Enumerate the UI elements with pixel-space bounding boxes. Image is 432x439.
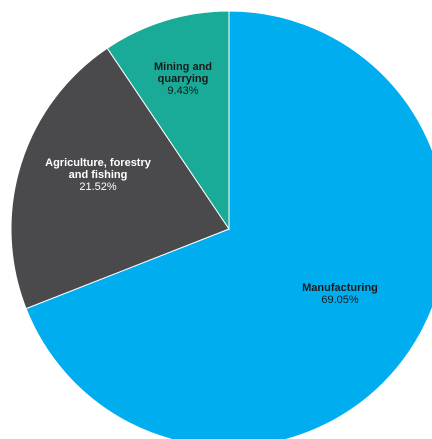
pie-slice-value-2: 9.43%: [167, 85, 198, 97]
pie-slice-name-2-1: quarrying: [158, 73, 209, 85]
pie-slice-name-2-0: Mining and: [154, 61, 212, 73]
pie-slice-name-1-0: Agriculture, forestry: [45, 157, 152, 169]
pie-slice-label-2: Mining and quarrying 9.43%: [154, 61, 212, 97]
pie-slice-label-1: Agriculture, forestry and fishing 21.52%: [45, 157, 152, 193]
pie-slice-value-0: 69.05%: [321, 294, 359, 306]
pie-slice-value-1: 21.52%: [79, 181, 117, 193]
pie-slice-name-1-1: and fishing: [69, 169, 128, 181]
pie-slice-label-0: Manufacturing 69.05%: [302, 282, 378, 306]
pie-slice-2: [106, 10, 230, 231]
pie-slice-1: [10, 47, 230, 310]
pie-slice-name-0-0: Manufacturing: [302, 282, 378, 294]
